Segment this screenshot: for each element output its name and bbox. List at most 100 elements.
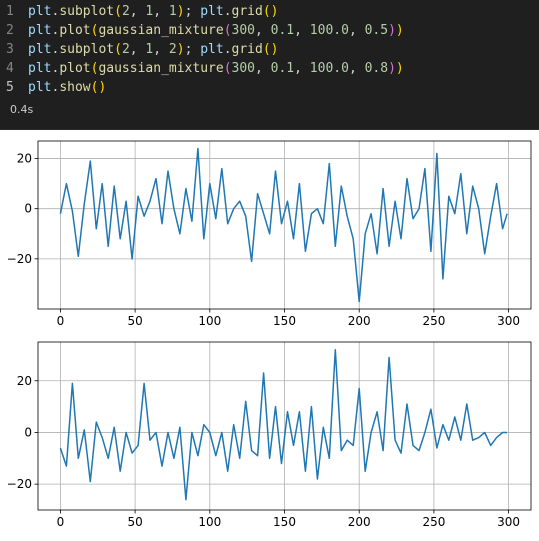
series-line	[59, 147, 508, 303]
line-number: 4	[6, 61, 14, 76]
code-token: 2	[121, 4, 130, 19]
x-tick-label: 300	[497, 314, 520, 328]
code-token: plt	[200, 42, 224, 57]
code-token: )	[98, 80, 107, 95]
code-token: 2	[168, 42, 177, 57]
code-editor[interactable]: 1 plt.subplot(2, 1, 1); plt.grid() 2 plt.pl…	[0, 0, 539, 130]
y-tick-label: 20	[17, 374, 32, 388]
code-token: 100.0	[309, 61, 349, 76]
code-token: 1	[168, 4, 177, 19]
code-token: gaussian_mixture	[98, 61, 224, 76]
code-token: ;	[184, 42, 201, 57]
line-number: 5	[6, 80, 14, 95]
code-token: (	[262, 4, 271, 19]
code-token: ,	[153, 4, 169, 19]
code-token: (	[262, 42, 271, 57]
code-token: 2	[121, 42, 130, 57]
y-tick-label: 20	[17, 152, 32, 166]
code-text: plt.show()	[28, 78, 106, 97]
plot-output: 0 50 100 150 200 250 300 −20 0 20 0 50 100 150 200 250 3…	[0, 130, 539, 537]
code-token: ,	[294, 23, 310, 38]
code-token: show	[59, 80, 91, 95]
code-token: plt	[28, 4, 52, 19]
x-tick-label: 250	[422, 515, 445, 529]
code-token: grid	[231, 4, 263, 19]
code-token: )	[270, 4, 279, 19]
execution-time: 0.4s	[10, 103, 34, 116]
code-token: )	[270, 42, 279, 57]
code-token: plt	[28, 61, 52, 76]
code-token: 0.5	[364, 23, 389, 38]
code-token: (	[90, 80, 99, 95]
x-tick-label: 0	[57, 314, 65, 328]
x-tick-label: 100	[198, 314, 221, 328]
line-number: 3	[6, 42, 14, 57]
code-token: plt	[28, 23, 52, 38]
code-line[interactable]: 1 plt.subplot(2, 1, 1); plt.grid()	[0, 2, 539, 21]
code-token: ,	[294, 61, 310, 76]
x-tick-label: 100	[198, 515, 221, 529]
code-token: .	[51, 23, 60, 38]
y-tick-label: 0	[24, 425, 32, 439]
code-token: subplot	[59, 42, 115, 57]
code-token: )	[388, 61, 396, 76]
code-token: .	[51, 61, 60, 76]
code-line[interactable]: 3 plt.subplot(2, 1, 2); plt.grid()	[0, 40, 539, 59]
x-tick-label: 200	[348, 515, 371, 529]
code-token: )	[176, 42, 185, 57]
code-token: 300	[231, 23, 255, 38]
code-token: 1	[145, 4, 154, 19]
x-tick-label: 50	[127, 515, 142, 529]
subplot-2: 0 50 100 150 200 250 300 −20 0 20	[7, 341, 532, 529]
code-token: plt	[28, 42, 52, 57]
code-token: ,	[348, 61, 365, 76]
code-token: ;	[184, 4, 201, 19]
code-token: 100.0	[309, 23, 349, 38]
code-token: (	[114, 4, 122, 19]
code-line[interactable]: 4 plt.plot(gaussian_mixture(300, 0.1, 100…	[0, 59, 539, 78]
code-token: grid	[231, 42, 263, 57]
code-token: .	[51, 42, 60, 57]
code-token: gaussian_mixture	[98, 23, 224, 38]
series-line	[59, 349, 508, 501]
x-tick-label: 0	[57, 515, 65, 529]
code-line[interactable]: 2 plt.plot(gaussian_mixture(300, 0.1, 100…	[0, 21, 539, 40]
code-token: 0.1	[270, 23, 295, 38]
code-token: ,	[129, 4, 146, 19]
code-token: 1	[145, 42, 154, 57]
code-token: ,	[153, 42, 169, 57]
code-token: (	[223, 61, 232, 76]
code-token: plt	[28, 80, 52, 95]
code-token: 300	[231, 61, 255, 76]
code-token: )	[395, 23, 404, 38]
x-tick-label: 300	[497, 515, 520, 529]
code-text: plt.plot(gaussian_mixture(300, 0.1, 100.…	[28, 59, 404, 78]
code-token: (	[90, 61, 99, 76]
code-token: .	[51, 4, 60, 19]
code-token: (	[114, 42, 122, 57]
x-tick-label: 50	[127, 314, 142, 328]
subplot-1: 0 50 100 150 200 250 300 −20 0 20	[7, 140, 532, 328]
code-line[interactable]: 5 plt.show()	[0, 78, 539, 97]
y-tick-label: −20	[7, 477, 32, 491]
code-token: (	[223, 23, 232, 38]
line-number: 2	[6, 23, 14, 38]
y-tick-label: 0	[24, 202, 32, 216]
code-token: ,	[129, 42, 146, 57]
code-text: plt.subplot(2, 1, 2); plt.grid()	[28, 40, 279, 59]
code-token: subplot	[59, 4, 115, 19]
x-tick-label: 150	[273, 314, 296, 328]
code-token: plt	[200, 4, 224, 19]
code-token: )	[395, 61, 404, 76]
code-text: plt.plot(gaussian_mixture(300, 0.1, 100.…	[28, 21, 404, 40]
code-token: ,	[255, 23, 271, 38]
code-token: 0.8	[364, 61, 389, 76]
x-tick-label: 150	[273, 515, 296, 529]
code-token: 0.1	[270, 61, 295, 76]
line-number: 1	[6, 4, 14, 19]
code-token: ,	[348, 23, 365, 38]
code-token: .	[51, 80, 60, 95]
code-token: .	[223, 4, 232, 19]
code-token: ,	[255, 61, 271, 76]
